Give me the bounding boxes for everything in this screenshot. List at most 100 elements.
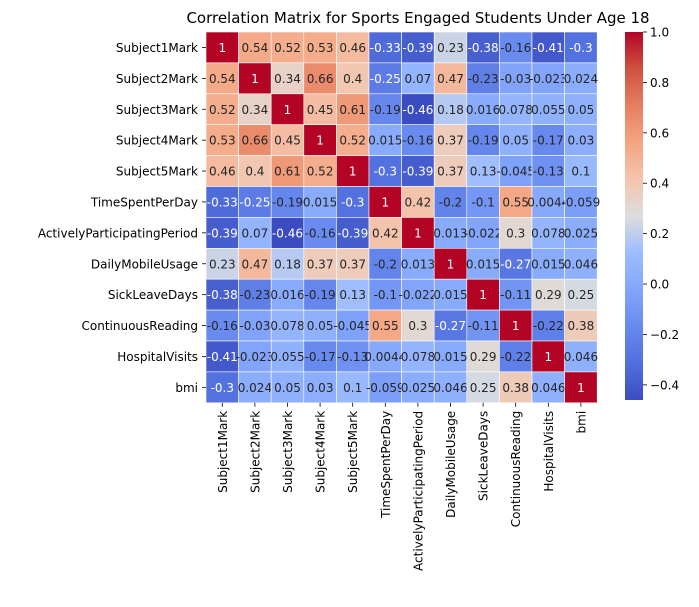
colorbar-tick-label: −0.4 xyxy=(650,378,679,392)
heatmap-cell-label: 1 xyxy=(577,381,585,395)
heatmap-cell xyxy=(238,155,272,187)
heatmap-cell-label: -0.46 xyxy=(272,226,303,240)
heatmap-cell xyxy=(466,371,500,404)
heatmap-cell xyxy=(433,309,468,342)
heatmap-cell-label: 0.52 xyxy=(274,41,301,55)
y-tick-label: HospitalVisits xyxy=(117,350,198,364)
heatmap-cell xyxy=(368,124,402,156)
heatmap-cell xyxy=(531,278,565,311)
heatmap-cell-label: 0.23 xyxy=(437,41,464,55)
heatmap-cell xyxy=(303,62,337,95)
heatmap-cell-label: 0.046 xyxy=(564,350,598,364)
x-tick-label: bmi xyxy=(574,411,588,434)
heatmap-cell xyxy=(205,93,239,126)
heatmap-cell xyxy=(564,124,598,156)
heatmap-cell xyxy=(336,340,370,373)
colorbar-tick-label: 0.0 xyxy=(650,278,669,292)
heatmap-cell xyxy=(368,371,402,404)
heatmap-cell-label: 0.4 xyxy=(343,72,362,86)
heatmap-cell xyxy=(564,309,598,342)
heatmap-cell-label: 0.38 xyxy=(568,319,595,333)
heatmap-cell-label: 0.46 xyxy=(209,165,236,179)
heatmap-cell xyxy=(564,62,598,95)
colorbar-tick-label: 0.6 xyxy=(650,126,669,140)
heatmap-cell xyxy=(270,155,305,187)
heatmap-cell-label: -0.33 xyxy=(207,195,238,209)
heatmap-cell-label: -0.16 xyxy=(207,319,238,333)
heatmap-cell xyxy=(433,31,468,64)
heatmap-cell-label: 1 xyxy=(512,319,520,333)
heatmap-cell-label: 0.05 xyxy=(502,134,529,148)
heatmap-cell xyxy=(499,371,533,404)
heatmap-cell-label: -0.17 xyxy=(305,350,336,364)
y-tick-label: SickLeaveDays xyxy=(108,288,198,302)
heatmap-cell-label: 0.4 xyxy=(245,165,264,179)
heatmap-cell-label: -0.27 xyxy=(500,257,531,271)
colorbar-tick-label: 0.8 xyxy=(650,76,669,90)
heatmap-cell-label: 0.024 xyxy=(564,72,598,86)
heatmap-cell xyxy=(433,217,468,249)
heatmap-cell-label: 0.0044 xyxy=(364,350,406,364)
colorbar: −0.4 −0.2 0.0 0.2 0.4 0.6 0.8 1.0 xyxy=(625,26,679,400)
heatmap-cell xyxy=(564,186,598,218)
heatmap-cell xyxy=(531,124,565,156)
heatmap-cell xyxy=(499,124,533,156)
heatmap-cell-label: 0.13 xyxy=(339,288,366,302)
heatmap-cell xyxy=(336,93,370,126)
heatmap-cell xyxy=(401,371,435,404)
heatmap-cell xyxy=(499,186,533,218)
heatmap-cell-label: -0.1 xyxy=(374,288,397,302)
heatmap-cell-label: 1 xyxy=(381,195,389,209)
heatmap-cell-label: 0.015 xyxy=(303,195,337,209)
heatmap-cell xyxy=(238,31,272,64)
heatmap-cell-label: -0.22 xyxy=(533,319,564,333)
heatmap-cell xyxy=(205,217,239,249)
heatmap-cell xyxy=(466,124,500,156)
heatmap-cell xyxy=(564,93,598,126)
x-tick-label: HospitalVisits xyxy=(542,411,556,492)
heatmap-cell xyxy=(401,340,435,373)
heatmap-cell xyxy=(270,309,305,342)
heatmap-cell-label: 0.078 xyxy=(270,319,304,333)
heatmap-cell xyxy=(401,124,435,156)
colorbar-tick-label: 1.0 xyxy=(650,26,669,40)
heatmap-cell-label: 1 xyxy=(479,288,487,302)
heatmap-cell xyxy=(205,248,239,280)
x-tick-label: Subject3Mark xyxy=(281,411,295,493)
heatmap-cell xyxy=(499,31,533,64)
x-tick-label: DailyMobileUsage xyxy=(444,411,458,518)
heatmap-cell xyxy=(270,217,305,249)
heatmap-cell-label: 0.37 xyxy=(339,257,366,271)
heatmap-cell-label: 0.046 xyxy=(531,381,565,395)
heatmap-cell-label: 0.13 xyxy=(470,165,497,179)
heatmap-cell-label: -0.13 xyxy=(533,165,564,179)
heatmap-cell-label: 0.55 xyxy=(372,319,399,333)
x-tick-label: Subject5Mark xyxy=(346,411,360,493)
heatmap-cell-label: -0.3 xyxy=(569,41,592,55)
colorbar-tick-label: −0.2 xyxy=(650,328,679,342)
colorbar-gradient xyxy=(625,32,643,400)
heatmap-cell-label: 0.42 xyxy=(372,226,399,240)
heatmap-cell xyxy=(433,186,468,218)
heatmap-cell-label: 0.38 xyxy=(502,381,529,395)
heatmap-cell-label: -0.19 xyxy=(305,288,336,302)
heatmap-cell-label: -0.1 xyxy=(471,195,494,209)
heatmap-cell-label: -0.16 xyxy=(500,41,531,55)
y-tick-label: ContinuousReading xyxy=(82,319,198,333)
heatmap-cell xyxy=(303,93,337,126)
heatmap-cell-label: 0.03 xyxy=(307,381,334,395)
heatmap-cell xyxy=(433,62,468,95)
heatmap-cell-label: -0.22 xyxy=(500,350,531,364)
heatmap-cell-label: 0.25 xyxy=(470,381,497,395)
heatmap-cell-label: 0.66 xyxy=(242,134,269,148)
heatmap-cell-label: 0.47 xyxy=(437,72,464,86)
heatmap-cell-label: 1 xyxy=(447,257,455,271)
heatmap-cell xyxy=(238,371,272,404)
heatmap-cell xyxy=(303,278,337,311)
heatmap-cell xyxy=(433,155,468,187)
heatmap-cell xyxy=(205,155,239,187)
heatmap-cell-label: 0.55 xyxy=(502,195,529,209)
heatmap-cell xyxy=(336,248,370,280)
